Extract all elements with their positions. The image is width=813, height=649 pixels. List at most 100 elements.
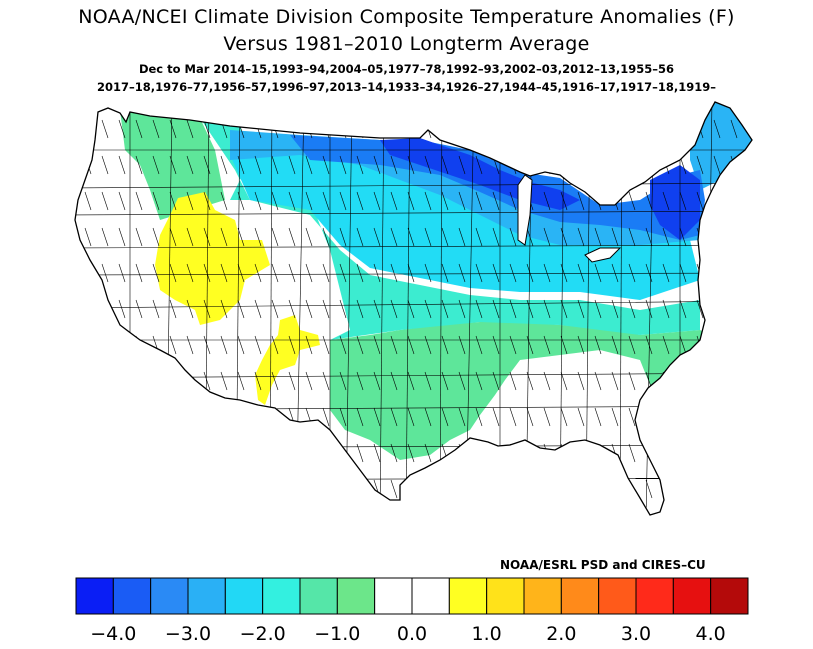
division-border bbox=[169, 263, 177, 283]
division-border bbox=[526, 407, 534, 427]
division-border bbox=[458, 299, 466, 319]
division-border bbox=[305, 335, 313, 355]
division-border bbox=[203, 155, 211, 175]
division-border bbox=[560, 191, 568, 211]
division-border bbox=[220, 371, 228, 391]
division-border bbox=[118, 263, 126, 283]
division-border bbox=[611, 263, 619, 283]
division-border bbox=[424, 371, 432, 391]
legend-tick-labels: −4.0 −3.0 −2.0 −1.0 0.0 1.0 2.0 3.0 4.0 bbox=[90, 623, 726, 645]
division-border bbox=[254, 191, 262, 211]
division-border bbox=[75, 244, 752, 249]
legend-box bbox=[150, 577, 189, 615]
division-border bbox=[169, 299, 177, 319]
division-border bbox=[611, 371, 619, 391]
division-border bbox=[679, 299, 687, 319]
division-border bbox=[390, 443, 398, 463]
legend-box bbox=[336, 577, 376, 615]
division-border bbox=[492, 335, 500, 355]
division-border bbox=[560, 227, 568, 247]
legend-label: −4.0 bbox=[90, 623, 136, 645]
division-border bbox=[271, 335, 279, 355]
division-border bbox=[373, 299, 381, 319]
division-border bbox=[75, 210, 752, 216]
composite-years-line-2: 2017–18,1976–77,1956–57,1996–97,2013–14,… bbox=[96, 80, 717, 94]
division-border bbox=[509, 335, 517, 355]
division-border bbox=[288, 155, 296, 175]
division-border bbox=[560, 299, 568, 319]
legend-label: −2.0 bbox=[240, 623, 286, 645]
division-border bbox=[441, 263, 449, 283]
division-border bbox=[577, 263, 585, 283]
division-border bbox=[271, 263, 279, 283]
division-border bbox=[305, 371, 313, 391]
division-border bbox=[135, 191, 143, 211]
division-border bbox=[730, 119, 738, 139]
division-border bbox=[441, 191, 449, 211]
division-border bbox=[220, 263, 228, 283]
division-border bbox=[611, 299, 619, 319]
division-border bbox=[628, 227, 636, 247]
division-border bbox=[186, 155, 194, 175]
division-border bbox=[254, 299, 262, 319]
division-border bbox=[152, 227, 160, 247]
division-border bbox=[424, 227, 432, 247]
division-border bbox=[458, 407, 466, 427]
division-border bbox=[390, 191, 398, 211]
division-border bbox=[458, 371, 466, 391]
division-border bbox=[373, 227, 381, 247]
division-border bbox=[492, 371, 500, 391]
division-border bbox=[407, 407, 415, 427]
division-border bbox=[186, 227, 194, 247]
legend-box bbox=[75, 577, 114, 615]
division-border bbox=[186, 335, 194, 355]
division-border bbox=[594, 407, 602, 427]
division-border bbox=[356, 371, 364, 391]
division-border bbox=[203, 191, 211, 211]
division-border bbox=[475, 407, 483, 427]
legend-color-boxes bbox=[75, 577, 749, 615]
division-border bbox=[322, 407, 330, 427]
division-border bbox=[509, 299, 517, 319]
division-border bbox=[424, 263, 432, 283]
division-border bbox=[526, 299, 534, 319]
division-border bbox=[152, 155, 160, 175]
division-border bbox=[322, 335, 330, 355]
division-border bbox=[356, 299, 364, 319]
division-border bbox=[526, 227, 534, 247]
legend-box bbox=[560, 577, 600, 615]
division-border bbox=[254, 227, 262, 247]
division-border bbox=[560, 371, 568, 391]
division-border bbox=[509, 227, 517, 247]
division-border bbox=[407, 263, 415, 283]
division-border bbox=[135, 299, 143, 319]
division-border bbox=[594, 263, 602, 283]
division-border bbox=[152, 299, 160, 319]
division-border bbox=[543, 227, 551, 247]
division-border bbox=[101, 227, 109, 247]
map-title-line-1: NOAA/NCEI Climate Division Composite Tem… bbox=[78, 6, 735, 28]
division-border bbox=[492, 299, 500, 319]
division-border bbox=[220, 191, 228, 211]
division-border bbox=[611, 335, 619, 355]
division-border bbox=[611, 227, 619, 247]
division-border bbox=[322, 371, 330, 391]
division-border bbox=[84, 227, 92, 247]
division-border bbox=[475, 299, 483, 319]
division-border bbox=[390, 407, 398, 427]
division-border bbox=[458, 335, 466, 355]
legend-label: 2.0 bbox=[546, 623, 576, 645]
division-border bbox=[237, 371, 245, 391]
division-border bbox=[628, 299, 636, 319]
division-border bbox=[305, 155, 313, 175]
division-border bbox=[339, 191, 347, 211]
division-border bbox=[526, 371, 534, 391]
division-border bbox=[458, 227, 466, 247]
division-border bbox=[560, 263, 568, 283]
division-border bbox=[628, 371, 636, 391]
division-border bbox=[407, 299, 415, 319]
division-border bbox=[101, 155, 109, 175]
division-border bbox=[135, 263, 143, 283]
division-border bbox=[271, 155, 279, 175]
division-border bbox=[118, 227, 126, 247]
